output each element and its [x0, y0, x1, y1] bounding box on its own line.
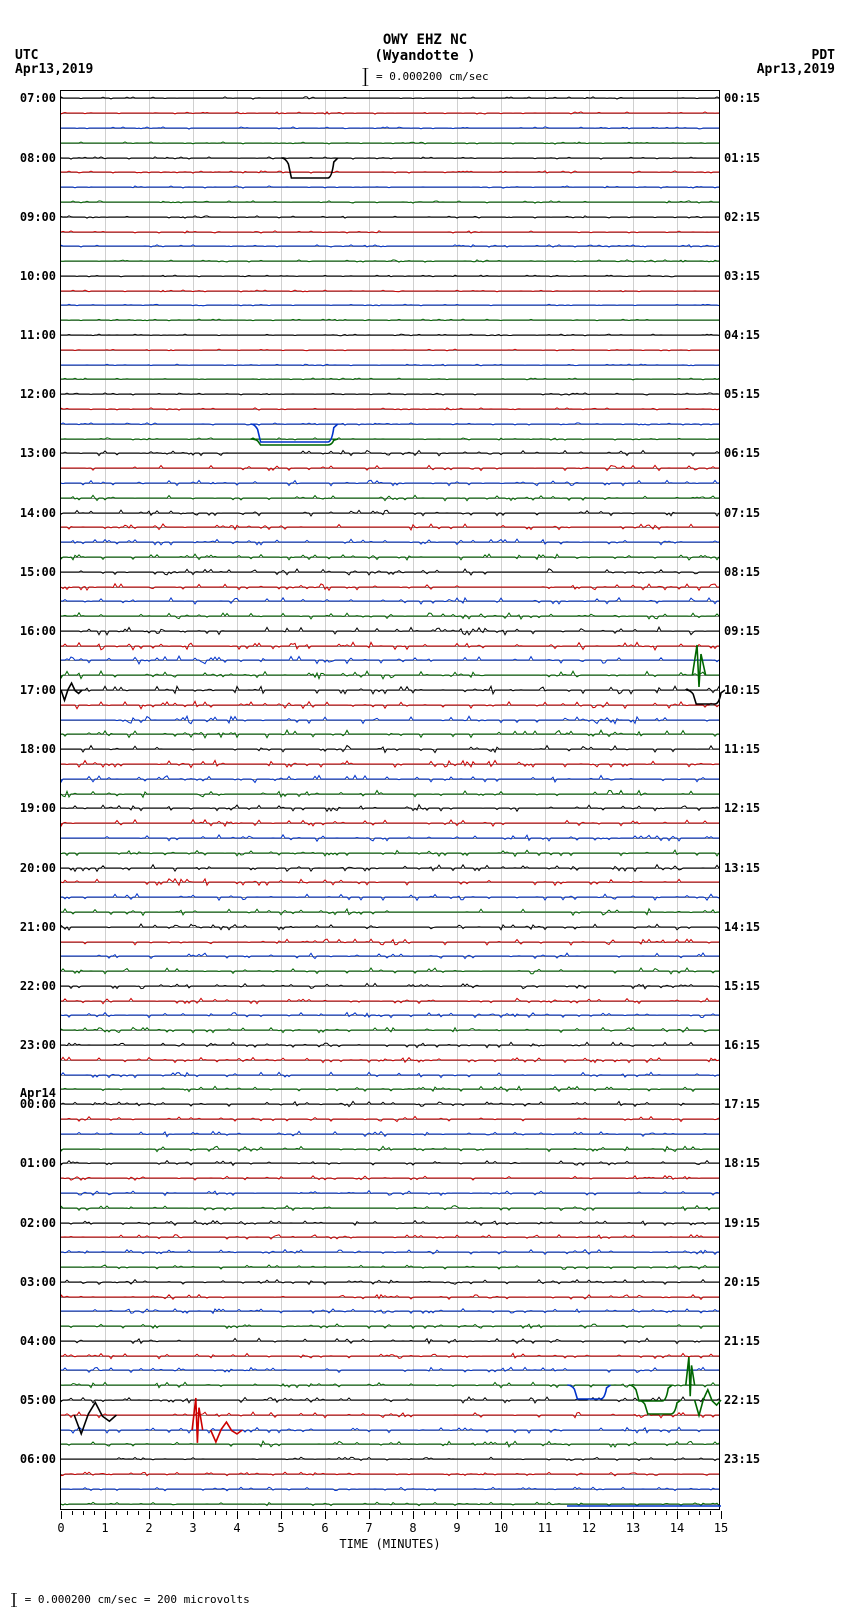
- x-tick-label: 14: [670, 1521, 684, 1535]
- pdt-label: 03:15: [724, 269, 760, 283]
- date-right: Apr13,2019: [757, 62, 835, 77]
- x-tick-label: 12: [582, 1521, 596, 1535]
- x-tick-label: 3: [189, 1521, 196, 1535]
- pdt-label: 17:15: [724, 1097, 760, 1111]
- utc-label: 15:00: [20, 565, 56, 579]
- footer-scale: = 0.000200 cm/sec = 200 microvolts: [10, 1593, 250, 1607]
- station-title: OWY EHZ NC: [0, 32, 850, 48]
- pdt-label: 13:15: [724, 861, 760, 875]
- utc-label: 19:00: [20, 801, 56, 815]
- pdt-label: 18:15: [724, 1156, 760, 1170]
- pdt-label: 15:15: [724, 979, 760, 993]
- helicorder-plot: 07:0008:0009:0010:0011:0012:0013:0014:00…: [60, 90, 720, 1510]
- pdt-label: 06:15: [724, 446, 760, 460]
- scale-note: = 0.000200 cm/sec: [361, 68, 488, 86]
- x-tick-label: 8: [409, 1521, 416, 1535]
- x-tick-label: 9: [453, 1521, 460, 1535]
- utc-label: 13:00: [20, 446, 56, 460]
- pdt-label: 11:15: [724, 742, 760, 756]
- pdt-label: 04:15: [724, 328, 760, 342]
- x-tick-label: 5: [277, 1521, 284, 1535]
- pdt-label: 12:15: [724, 801, 760, 815]
- pdt-label: 09:15: [724, 624, 760, 638]
- utc-label: 05:00: [20, 1393, 56, 1407]
- utc-label: 11:00: [20, 328, 56, 342]
- utc-label: 00:00: [20, 1097, 56, 1111]
- utc-label: 01:00: [20, 1156, 56, 1170]
- pdt-label: 01:15: [724, 151, 760, 165]
- x-tick-label: 1: [101, 1521, 108, 1535]
- pdt-label: 19:15: [724, 1216, 760, 1230]
- utc-label: 02:00: [20, 1216, 56, 1230]
- utc-label: 10:00: [20, 269, 56, 283]
- utc-label: 16:00: [20, 624, 56, 638]
- x-tick-label: 11: [538, 1521, 552, 1535]
- utc-label: 06:00: [20, 1452, 56, 1466]
- tz-left: UTC: [15, 48, 38, 63]
- pdt-label: 00:15: [724, 91, 760, 105]
- utc-label: 20:00: [20, 861, 56, 875]
- utc-label: 07:00: [20, 91, 56, 105]
- pdt-label: 10:15: [724, 683, 760, 697]
- x-axis-title: TIME (MINUTES): [339, 1537, 440, 1551]
- pdt-label: 23:15: [724, 1452, 760, 1466]
- x-tick-label: 13: [626, 1521, 640, 1535]
- tz-right: PDT: [812, 48, 835, 63]
- utc-label: 17:00: [20, 683, 56, 697]
- utc-label: 08:00: [20, 151, 56, 165]
- pdt-label: 05:15: [724, 387, 760, 401]
- utc-label: 22:00: [20, 979, 56, 993]
- pdt-label: 02:15: [724, 210, 760, 224]
- x-tick-label: 7: [365, 1521, 372, 1535]
- pdt-label: 22:15: [724, 1393, 760, 1407]
- x-tick-label: 15: [714, 1521, 728, 1535]
- pdt-label: 07:15: [724, 506, 760, 520]
- utc-label: 23:00: [20, 1038, 56, 1052]
- pdt-label: 14:15: [724, 920, 760, 934]
- x-tick-label: 10: [494, 1521, 508, 1535]
- x-tick-label: 0: [57, 1521, 64, 1535]
- utc-label: 12:00: [20, 387, 56, 401]
- utc-label: 03:00: [20, 1275, 56, 1289]
- utc-label: 21:00: [20, 920, 56, 934]
- utc-label: 18:00: [20, 742, 56, 756]
- pdt-label: 20:15: [724, 1275, 760, 1289]
- x-tick-label: 2: [145, 1521, 152, 1535]
- utc-label: 14:00: [20, 506, 56, 520]
- date-left: Apr13,2019: [15, 62, 93, 77]
- utc-label: 04:00: [20, 1334, 56, 1348]
- x-tick-label: 4: [233, 1521, 240, 1535]
- x-tick-label: 6: [321, 1521, 328, 1535]
- pdt-label: 16:15: [724, 1038, 760, 1052]
- pdt-label: 08:15: [724, 565, 760, 579]
- pdt-label: 21:15: [724, 1334, 760, 1348]
- station-subtitle: (Wyandotte ): [0, 48, 850, 64]
- utc-label: 09:00: [20, 210, 56, 224]
